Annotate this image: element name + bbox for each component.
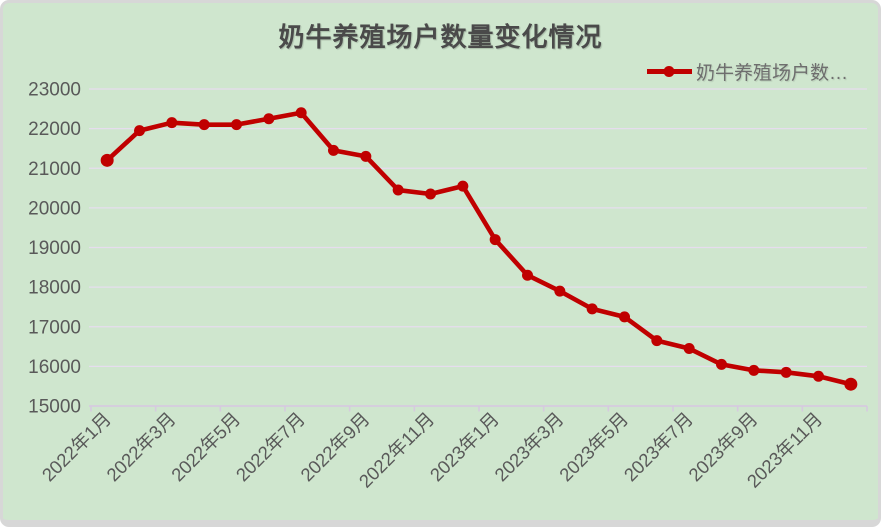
data-point-marker[interactable] <box>554 285 566 297</box>
series-line <box>104 110 854 387</box>
data-point-marker[interactable] <box>489 234 501 246</box>
data-point-marker[interactable] <box>134 125 145 137</box>
data-point-marker[interactable] <box>748 364 760 376</box>
data-point-marker[interactable] <box>360 150 372 162</box>
data-point-marker[interactable] <box>263 113 275 125</box>
data-point-marker[interactable] <box>651 335 663 347</box>
y-axis-tick-label: 22000 <box>28 119 81 140</box>
legend-line-marker-icon <box>646 66 692 77</box>
x-axis-tick-label: 2023年1月 <box>426 408 503 485</box>
data-point-marker[interactable] <box>844 377 858 391</box>
x-axis-tick-label: 2022年1月 <box>38 408 115 485</box>
x-axis-tick-label: 2022年3月 <box>102 408 179 485</box>
x-axis-tick-label: 2023年7月 <box>620 408 697 485</box>
y-axis-tick-label: 18000 <box>28 278 81 299</box>
data-point-marker[interactable] <box>716 358 727 370</box>
x-axis-tick-label: 2022年7月 <box>232 408 309 485</box>
y-axis-tick-label: 19000 <box>28 238 81 259</box>
data-point-marker[interactable] <box>619 311 630 323</box>
data-point-marker[interactable] <box>198 119 210 131</box>
y-axis-tick-label: 17000 <box>28 317 81 338</box>
chart-title: 奶牛养殖场户数量变化情况 <box>278 22 603 52</box>
y-axis-tick-label: 20000 <box>28 198 81 219</box>
y-axis-tick-label: 15000 <box>28 397 81 418</box>
data-point-marker[interactable] <box>683 343 695 355</box>
x-axis-tick-label: 2022年5月 <box>167 408 244 485</box>
x-axis-tick-label: 2023年3月 <box>490 408 567 485</box>
data-point-marker[interactable] <box>166 117 178 129</box>
data-point-marker[interactable] <box>295 107 307 119</box>
data-point-marker[interactable] <box>425 188 436 200</box>
data-point-marker[interactable] <box>328 144 339 156</box>
data-point-marker[interactable] <box>100 153 114 167</box>
y-axis-tick-label: 16000 <box>28 357 81 378</box>
y-axis-tick-label: 23000 <box>28 80 81 101</box>
legend-label: 奶牛养殖场户数… <box>695 63 848 84</box>
legend-item[interactable]: 奶牛养殖场户数… <box>646 58 848 85</box>
data-point-marker[interactable] <box>231 119 242 131</box>
data-point-marker[interactable] <box>586 303 598 315</box>
x-axis-tick-label: 2023年5月 <box>555 408 632 485</box>
line-chart-plot: 15000 16000 17000 18000 19000 20000 21000 22000… <box>28 80 868 492</box>
data-point-marker[interactable] <box>392 184 404 196</box>
data-point-marker[interactable] <box>522 269 533 281</box>
data-point-marker[interactable] <box>780 366 792 378</box>
y-axis-tick-label: 21000 <box>28 159 81 180</box>
data-point-marker[interactable] <box>457 180 469 192</box>
data-point-marker[interactable] <box>813 370 824 382</box>
